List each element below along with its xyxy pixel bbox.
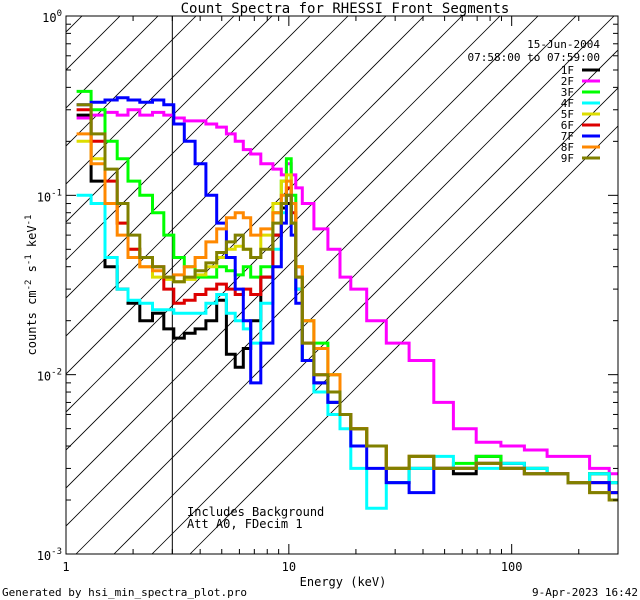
y-tick-exponent: -3 xyxy=(51,547,62,557)
y-tick-label: 10-3 xyxy=(37,547,62,563)
legend-label-9F: 9F xyxy=(561,152,574,165)
y-tick-base: 10 xyxy=(42,11,56,25)
y-label-exp1: -2 xyxy=(24,280,34,291)
shaded-region xyxy=(66,16,618,554)
hatch-line xyxy=(66,16,387,337)
hatch-line xyxy=(66,16,273,223)
annotation-line-2: Att A0, FDecim 1 xyxy=(187,517,303,531)
y-label-mid: s xyxy=(25,265,39,279)
y-tick-label: 100 xyxy=(42,9,62,25)
series-layer xyxy=(76,89,618,510)
hatch-line xyxy=(151,87,618,554)
annotation-line-1: Includes Background xyxy=(187,505,324,519)
y-tick-label: 10-1 xyxy=(37,188,62,204)
y-tick-label: 10-2 xyxy=(37,368,62,384)
legend-label-4F: 4F xyxy=(561,97,574,110)
hatch-line xyxy=(75,16,615,554)
y-tick-exponent: -2 xyxy=(51,368,62,378)
series-4F xyxy=(76,193,618,510)
y-axis-label: counts cm-2 s-1 keV-1 xyxy=(24,215,39,356)
y-tick-base: 10 xyxy=(37,370,51,384)
y-tick-base: 10 xyxy=(37,549,51,563)
hatch-line xyxy=(66,16,235,185)
series-3F xyxy=(76,89,618,485)
axis-ticks xyxy=(65,16,619,555)
series-8F xyxy=(76,132,618,502)
legend-label-6F: 6F xyxy=(561,119,574,132)
y-label-exp2: -1 xyxy=(24,254,34,265)
x-tick-label: 1 xyxy=(62,560,69,574)
hatch-line xyxy=(66,16,463,413)
y-tick-exponent: -1 xyxy=(51,188,62,198)
x-tick-labels: 1 10 100 xyxy=(62,560,522,574)
hatch-line xyxy=(66,16,83,33)
chart-title: Count Spectra for RHESSI Front Segments xyxy=(181,1,510,17)
legend-label-5F: 5F xyxy=(561,108,574,121)
hatch-line xyxy=(66,16,577,527)
y-tick-base: 10 xyxy=(37,190,51,204)
hatch-line xyxy=(113,49,618,554)
footer-generated: Generated by hsi_min_spectra_plot.pro xyxy=(2,586,247,599)
x-tick-label: 10 xyxy=(282,560,296,574)
hatch-line xyxy=(66,16,197,147)
svg-text:counts cm-2 s-1 keV-1: counts cm-2 s-1 keV-1 xyxy=(24,215,39,356)
series-5F xyxy=(76,139,618,495)
legend-label-1F: 1F xyxy=(561,64,574,77)
x-tick-label: 100 xyxy=(501,560,523,574)
legend-label-8F: 8F xyxy=(561,141,574,154)
legend-label-7F: 7F xyxy=(561,130,574,143)
hatch-line xyxy=(66,16,425,375)
hatch-line xyxy=(66,16,311,261)
hatch-line xyxy=(66,16,159,109)
series-6F xyxy=(76,108,618,495)
series-2F xyxy=(76,108,618,476)
legend-label-3F: 3F xyxy=(561,86,574,99)
hatch-line xyxy=(66,16,539,489)
y-label-unit: keV xyxy=(25,225,39,254)
y-tick-exponent: 0 xyxy=(57,9,62,19)
footer-date: 9-Apr-2023 16:42 xyxy=(532,586,638,599)
time-range-label: 07:58:00 to 07:59:00 xyxy=(468,51,600,64)
plot-frame xyxy=(65,15,619,555)
legend-label-2F: 2F xyxy=(561,75,574,88)
hatch-line xyxy=(189,125,618,554)
hatch-line xyxy=(66,16,349,299)
y-label-base: counts cm xyxy=(25,290,39,355)
y-label-exp3: -1 xyxy=(24,215,34,226)
series-7F xyxy=(76,96,618,495)
date-label: 15-Jun-2004 xyxy=(527,38,600,51)
x-axis-label: Energy (keV) xyxy=(300,575,387,589)
series-9F xyxy=(76,103,618,502)
